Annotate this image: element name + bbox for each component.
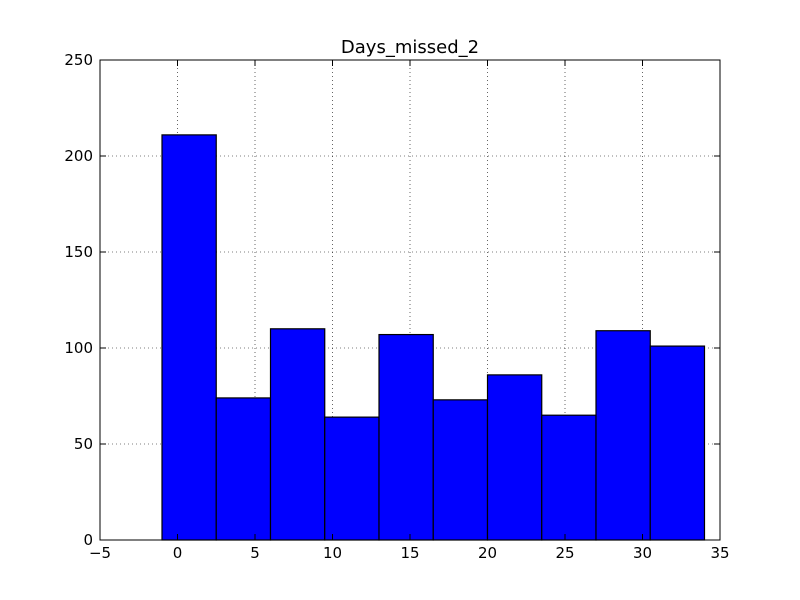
y-tick-label: 200 xyxy=(64,147,93,165)
x-tick-label: 20 xyxy=(478,544,497,562)
grid-lines xyxy=(100,60,720,540)
x-tick-label: 30 xyxy=(633,544,652,562)
y-axis-tick-labels: 0 50 100 150 200 250 xyxy=(64,51,93,549)
x-tick-label: 0 xyxy=(173,544,183,562)
histogram-bar xyxy=(541,414,597,541)
y-tick-label: 0 xyxy=(83,531,93,549)
chart-title: Days_missed_2 xyxy=(341,37,479,58)
x-tick-label: 5 xyxy=(250,544,260,562)
histogram-bar xyxy=(161,134,217,541)
histogram-bar xyxy=(595,330,651,541)
histogram-bar xyxy=(486,374,543,541)
x-tick-label: 35 xyxy=(710,544,729,562)
histogram-bars xyxy=(161,134,706,541)
x-tick-label: 10 xyxy=(323,544,342,562)
histogram-bar xyxy=(269,328,326,541)
x-tick-label: 15 xyxy=(400,544,419,562)
y-tick-label: 50 xyxy=(74,435,93,453)
x-axis-tick-labels: −5 0 5 10 15 20 25 30 35 xyxy=(89,544,730,562)
histogram-bar xyxy=(378,333,434,541)
x-tick-label: −5 xyxy=(89,544,111,562)
y-tick-label: 100 xyxy=(64,339,93,357)
x-tick-label: 25 xyxy=(555,544,574,562)
histogram-bar xyxy=(649,345,706,541)
axis-ticks xyxy=(99,59,721,541)
histogram-bar xyxy=(215,397,272,541)
histogram-bar xyxy=(324,416,380,541)
histogram-bar xyxy=(432,399,489,541)
y-tick-label: 250 xyxy=(64,51,93,69)
y-tick-label: 150 xyxy=(64,243,93,261)
